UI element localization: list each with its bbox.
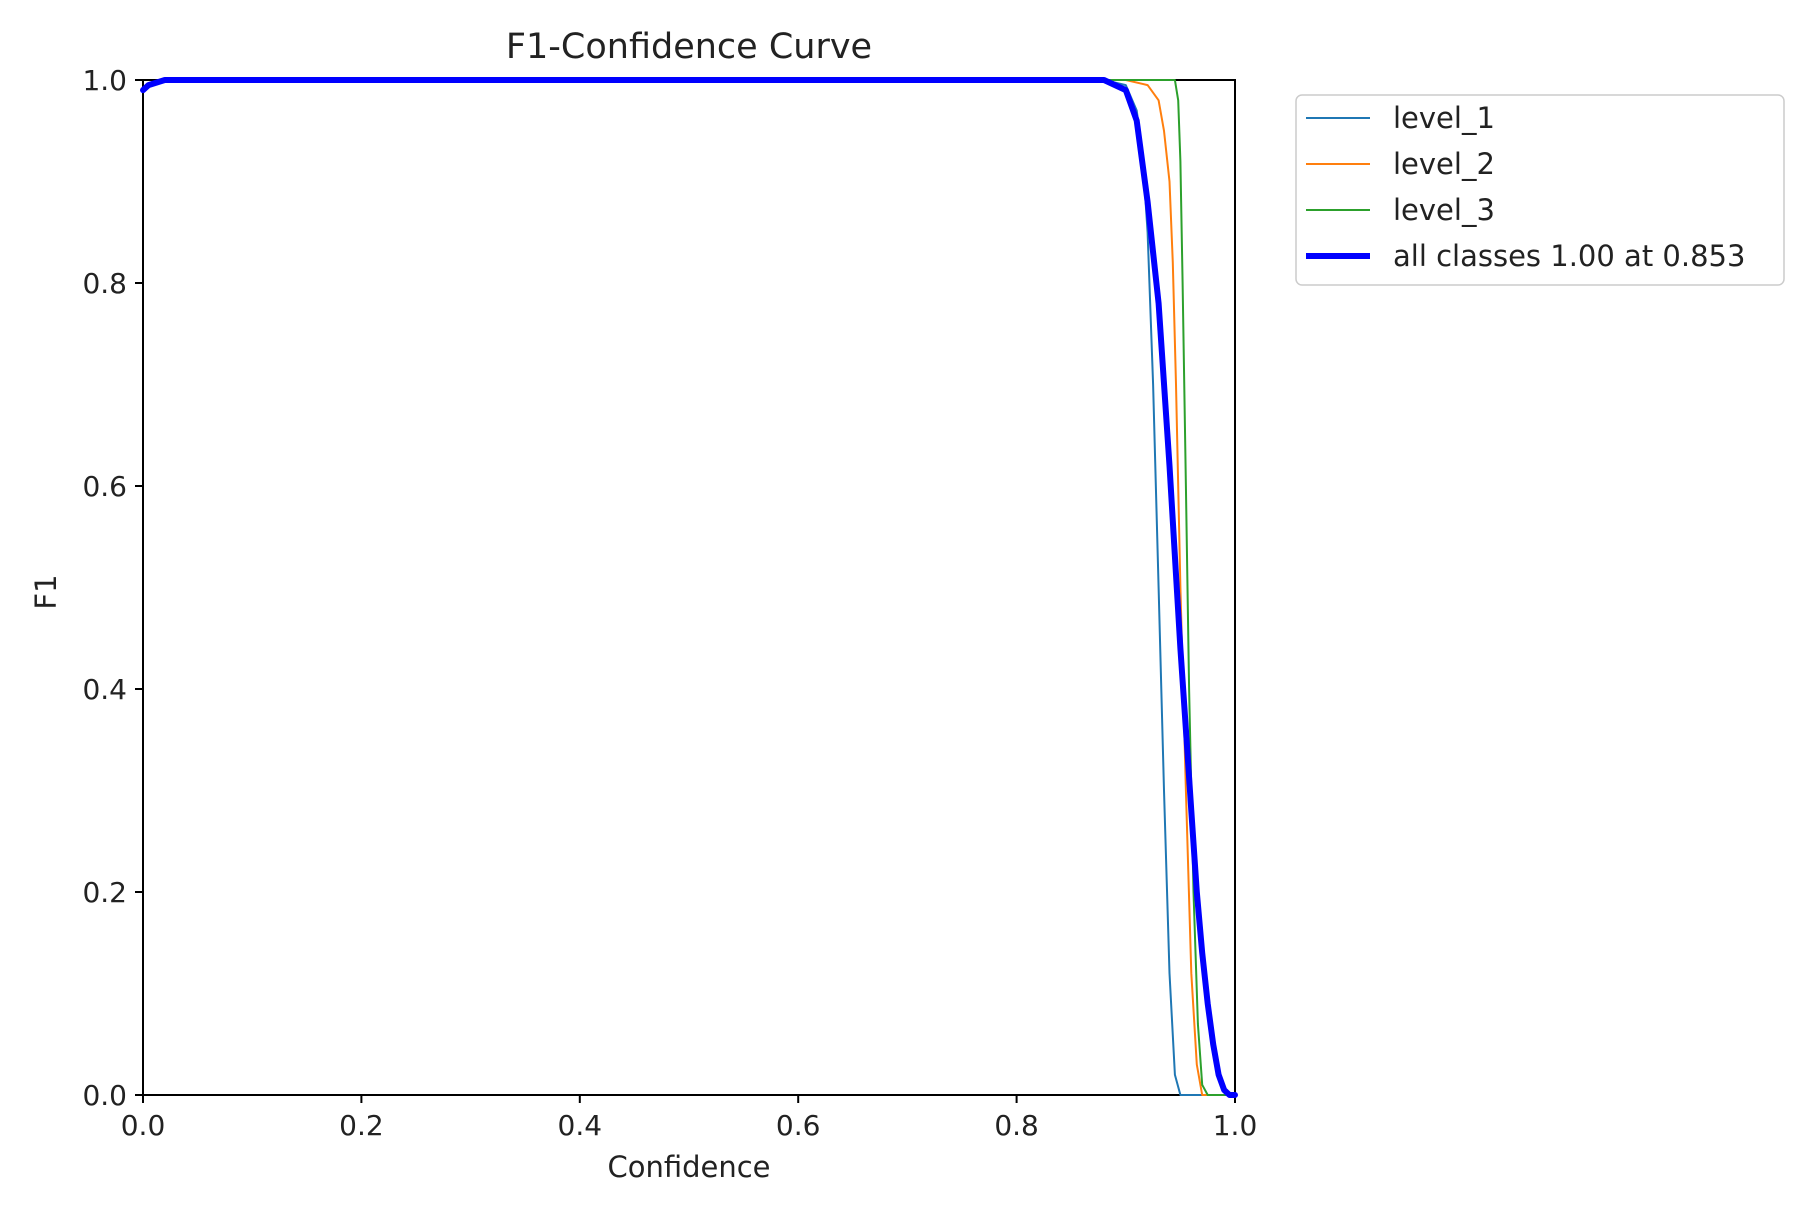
x-tick-label: 1.0 <box>1213 1109 1258 1142</box>
y-tick-label: 0.2 <box>82 876 127 909</box>
y-tick-label: 0.4 <box>82 673 127 706</box>
legend-box <box>1295 94 1785 286</box>
series-line-all-classes-1-00-at-0-853 <box>140 77 1238 1098</box>
y-tick-label: 0.6 <box>82 470 127 503</box>
plot-area <box>142 79 1236 1096</box>
legend-label: all classes 1.00 at 0.853 <box>1393 239 1745 273</box>
legend-label: level_2 <box>1393 147 1495 181</box>
x-axis-ticks: 0.0 0.2 0.4 0.6 0.8 1.0 <box>121 1095 1258 1142</box>
x-tick-label: 0.6 <box>776 1109 821 1142</box>
y-tick-label: 0.0 <box>82 1079 127 1112</box>
y-tick-label: 0.8 <box>82 267 127 300</box>
y-axis-label: F1 <box>29 574 63 609</box>
chart-title: F1-Confidence Curve <box>506 27 872 67</box>
x-tick-label: 0.2 <box>339 1109 384 1142</box>
y-tick-label: 1.0 <box>82 64 127 97</box>
legend-label: level_3 <box>1393 193 1495 227</box>
x-tick-label: 0.0 <box>121 1109 166 1142</box>
x-tick-label: 0.4 <box>558 1109 603 1142</box>
series-lines <box>140 77 1238 1098</box>
x-tick-label: 0.8 <box>994 1109 1039 1142</box>
x-axis-label: Confidence <box>607 1150 770 1184</box>
y-axis-ticks: 0.0 0.2 0.4 0.6 0.8 1.0 <box>82 64 143 1112</box>
legend-label: level_1 <box>1393 101 1495 135</box>
